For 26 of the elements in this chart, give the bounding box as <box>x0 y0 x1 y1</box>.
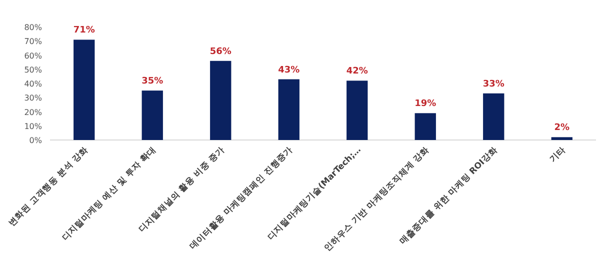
x-tick-label: 기타 <box>548 145 568 165</box>
bar <box>414 113 436 140</box>
text: 33% <box>482 79 504 90</box>
text: 35% <box>142 76 164 87</box>
text: 56% <box>210 46 232 57</box>
bar <box>551 137 572 140</box>
bar <box>74 40 95 140</box>
text: 42% <box>346 66 368 77</box>
y-tick-label: 60% <box>24 51 42 60</box>
bar <box>210 60 232 140</box>
bar <box>278 79 300 140</box>
y-tick-label: 10% <box>24 122 42 131</box>
y-tick-label: 30% <box>24 94 42 103</box>
bar <box>346 80 368 140</box>
bar <box>483 93 504 140</box>
y-tick-label: 50% <box>24 65 42 74</box>
text: 2% <box>554 123 570 134</box>
y-tick-label: 0% <box>29 136 42 145</box>
text: 19% <box>414 99 436 110</box>
y-tick-label: 70% <box>24 37 42 46</box>
y-tick-label: 40% <box>24 80 42 88</box>
y-tick-label: 80% <box>24 23 42 32</box>
bar <box>142 90 163 140</box>
text: 71% <box>73 26 95 36</box>
text: 43% <box>278 65 300 76</box>
y-tick-label: 20% <box>24 108 42 117</box>
